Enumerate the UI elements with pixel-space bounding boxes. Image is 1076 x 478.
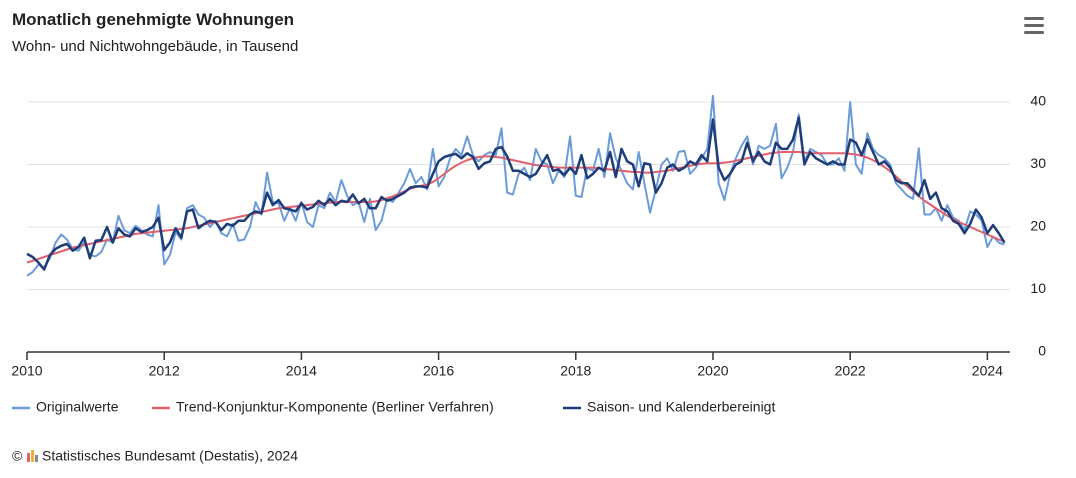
y-tick-label: 30	[1030, 155, 1046, 171]
destatis-icon	[27, 450, 38, 462]
y-tick-label: 20	[1030, 218, 1046, 234]
x-tick-label: 2014	[286, 363, 317, 379]
menu-bar	[1024, 17, 1044, 20]
x-tick-label: 2016	[423, 363, 454, 379]
series-line	[26, 94, 1005, 277]
legend-label: Saison- und Kalenderbereinigt	[587, 399, 775, 415]
icon-bar	[27, 453, 30, 462]
series-line	[26, 151, 1005, 264]
x-tick-label: 2020	[697, 363, 728, 379]
icon-bar	[35, 455, 38, 462]
y-tick-label: 40	[1030, 93, 1046, 109]
x-tick-label: 2010	[11, 363, 42, 379]
legend-label: Originalwerte	[36, 399, 119, 415]
menu-bar	[1024, 31, 1044, 34]
x-tick-label: 2012	[149, 363, 180, 379]
menu-button[interactable]	[1024, 17, 1044, 34]
x-tick-label: 2022	[835, 363, 866, 379]
series-line	[26, 116, 1006, 271]
copyright: ©	[12, 448, 23, 464]
y-tick-label: 0	[1038, 343, 1046, 359]
x-tick-label: 2018	[560, 363, 591, 379]
source: Statistisches Bundesamt (Destatis), 2024	[42, 448, 298, 464]
legend-label: Trend-Konjunktur-Komponente (Berliner Ve…	[176, 399, 494, 415]
y-tick-label: 10	[1030, 280, 1046, 296]
chart-subtitle: Wohn- und Nichtwohngebäude, in Tausend	[12, 38, 298, 55]
icon-bar	[31, 450, 34, 462]
chart-title: Monatlich genehmigte Wohnungen	[12, 10, 294, 29]
x-tick-label: 2024	[972, 363, 1003, 379]
menu-bar	[1024, 24, 1044, 27]
